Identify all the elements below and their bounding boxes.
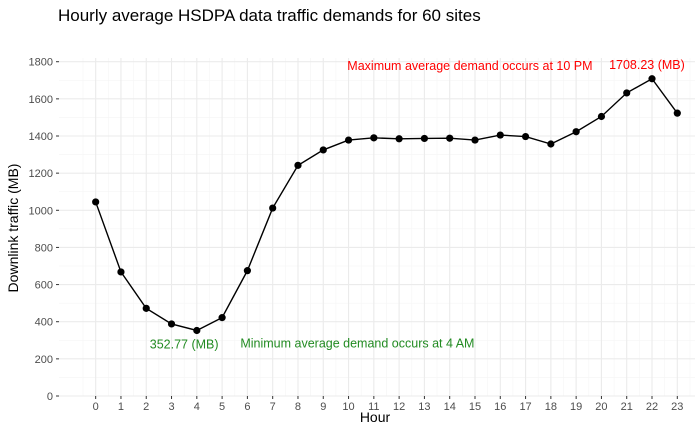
y-tick-label: 1600 (29, 94, 53, 106)
x-tick-label: 9 (320, 401, 326, 413)
y-tick-label: 1800 (29, 57, 53, 69)
y-tick-label: 600 (35, 280, 53, 292)
y-tick-label: 200 (35, 354, 53, 366)
chart-title: Hourly average HSDPA data traffic demand… (58, 6, 481, 25)
data-point (319, 146, 327, 154)
x-tick-label: 4 (194, 401, 200, 413)
x-tick-label: 13 (418, 401, 430, 413)
data-point (521, 132, 530, 141)
y-tick-label: 400 (35, 317, 53, 329)
y-axis-title: Downlink traffic (MB) (5, 164, 21, 293)
x-tick-label: 17 (519, 401, 531, 413)
x-tick-label: 18 (545, 401, 557, 413)
x-tick-label: 23 (671, 401, 683, 413)
x-tick-label: 3 (168, 401, 174, 413)
data-point (142, 304, 150, 312)
x-tick-label: 12 (393, 401, 405, 413)
data-point (395, 135, 403, 143)
data-point (193, 326, 201, 335)
x-tick-label: 16 (494, 401, 506, 413)
data-point (243, 267, 251, 275)
x-tick-label: 7 (270, 401, 276, 413)
x-tick-label: 8 (295, 401, 301, 413)
data-point (344, 136, 353, 144)
data-point (370, 134, 378, 142)
x-tick-label: 21 (621, 401, 633, 413)
y-tick-label: 1400 (29, 131, 53, 143)
data-point (167, 320, 176, 328)
x-tick-label: 2 (143, 401, 149, 413)
data-point (547, 140, 555, 148)
y-tick-label: 0 (47, 391, 53, 403)
data-point (648, 75, 656, 83)
data-point (420, 134, 429, 143)
data-point (623, 89, 631, 97)
annotation-label: 352.77 (MB) (150, 338, 219, 352)
x-tick-label: 22 (646, 401, 658, 413)
x-tick-label: 5 (219, 401, 225, 413)
annotation-label: 1708.23 (MB) (609, 58, 685, 72)
data-point (117, 268, 125, 276)
data-point (446, 134, 454, 142)
x-tick-label: 0 (93, 401, 99, 413)
annotations: Maximum average demand occurs at 10 PM 17… (150, 58, 685, 352)
data-point (572, 128, 580, 136)
series-group (92, 75, 681, 335)
annotation-label: Minimum average demand occurs at 4 AM (240, 337, 474, 351)
data-point (218, 314, 226, 322)
x-tick-label: 11 (368, 401, 379, 413)
y-tick-label: 1200 (29, 168, 53, 180)
grid (59, 58, 695, 397)
x-tick-label: 19 (570, 401, 582, 413)
series-line (95, 77, 678, 332)
data-point (269, 204, 277, 212)
y-tick-label: 1000 (29, 205, 53, 217)
x-tick-label: 14 (444, 401, 456, 413)
x-tick-label: 6 (244, 401, 250, 413)
y-tick-label: 800 (35, 242, 53, 254)
data-point (294, 161, 302, 169)
y-axis: 0 200 400 600 800 1000 1200 1400 1600 1800 (29, 57, 59, 403)
x-tick-label: 10 (342, 401, 354, 413)
x-axis: 0 1 2 3 4 5 6 7 8 9 10 11 12 13 14 15 16 17 18 19 20 21 22 23 (93, 396, 683, 413)
x-tick-label: 15 (469, 401, 481, 413)
data-point (673, 109, 681, 117)
x-tick-label: 20 (595, 401, 607, 413)
data-point (597, 112, 606, 121)
data-point (471, 136, 479, 144)
data-point (496, 131, 504, 139)
x-tick-label: 1 (118, 401, 124, 413)
x-axis-title: Hour (360, 409, 391, 425)
annotation-label: Maximum average demand occurs at 10 PM (347, 59, 592, 73)
data-point (92, 198, 100, 206)
